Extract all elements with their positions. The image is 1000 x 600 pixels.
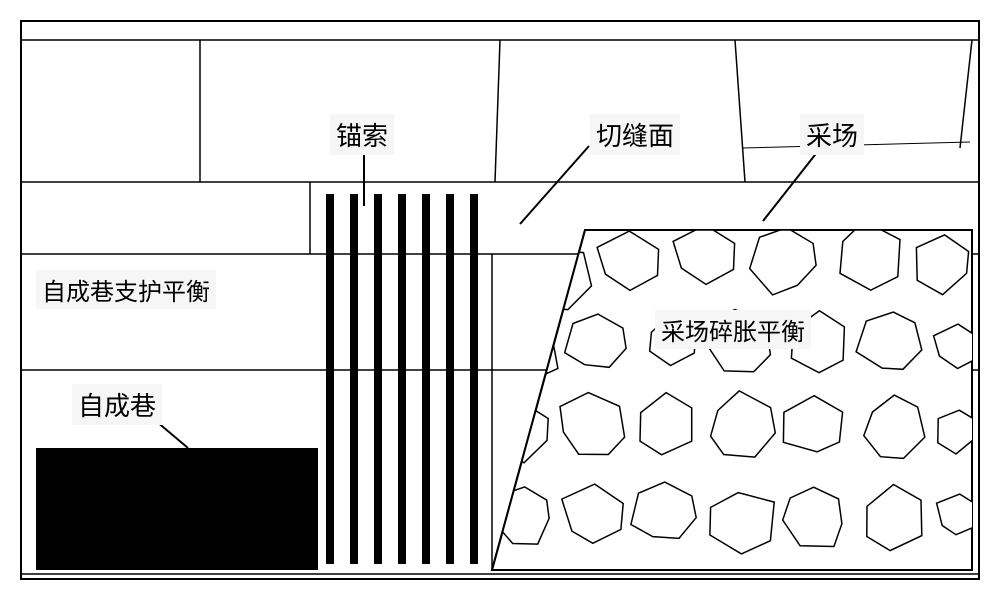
- label-stope-balance-text: 采场碎胀平衡: [661, 320, 805, 346]
- label-anchor-cable: 锚索: [330, 114, 394, 155]
- anchor-cable: [470, 194, 478, 564]
- anchor-cable: [446, 194, 454, 564]
- anchor-cable: [326, 194, 334, 564]
- label-stope-balance: 采场碎胀平衡: [655, 310, 811, 349]
- label-stope-text: 采场: [806, 122, 858, 151]
- anchor-cable: [374, 194, 382, 564]
- label-stope: 采场: [800, 114, 864, 155]
- label-anchor-cable-text: 锚索: [336, 122, 388, 151]
- label-slit-surface: 切缝面: [590, 114, 680, 155]
- label-support-balance-text: 自成巷支护平衡: [42, 280, 210, 306]
- label-roadway-text: 自成巷: [78, 392, 156, 421]
- label-roadway: 自成巷: [72, 384, 162, 425]
- anchor-cable: [422, 194, 430, 564]
- roadway-block: [36, 448, 318, 570]
- label-slit-surface-text: 切缝面: [596, 122, 674, 151]
- anchor-cable: [398, 194, 406, 564]
- anchor-cable: [350, 194, 358, 564]
- label-support-balance: 自成巷支护平衡: [36, 270, 216, 309]
